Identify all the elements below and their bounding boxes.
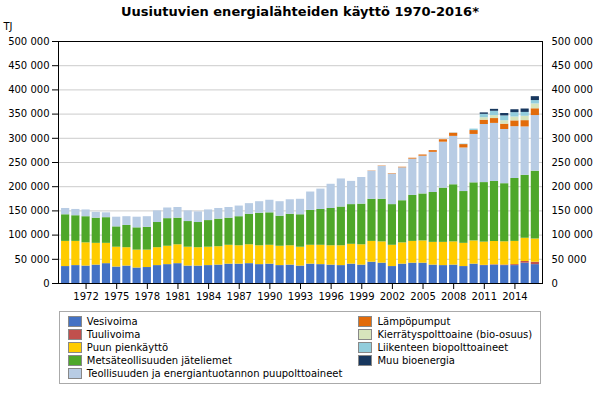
svg-text:1972: 1972 [73,291,98,302]
svg-text:450 000: 450 000 [8,60,49,71]
svg-text:1978: 1978 [135,291,160,302]
html-text:Tuulivoima: Tuulivoima [86,329,141,340]
svg-text:TJ: TJ [3,21,13,32]
svg-text:2005: 2005 [410,291,435,302]
svg-text:400 000: 400 000 [8,84,49,95]
svg-text:500 000: 500 000 [552,36,593,47]
svg-text:1975: 1975 [104,291,129,302]
svg-text:500 000: 500 000 [8,36,49,47]
svg-text:350 000: 350 000 [552,108,593,119]
svg-text:150 000: 150 000 [8,205,49,216]
html-text:Lämpöpumput: Lämpöpumput [377,316,451,327]
svg-text:2011: 2011 [472,291,497,302]
svg-text:1993: 1993 [288,291,313,302]
svg-text:1984: 1984 [196,291,221,302]
svg-text:200 000: 200 000 [8,181,49,192]
svg-text:1981: 1981 [165,291,190,302]
svg-text:300 000: 300 000 [8,133,49,144]
svg-text:50 000: 50 000 [15,254,50,265]
svg-text:400 000: 400 000 [552,84,593,95]
html-text:Uusiutuvien energialähteiden k: Uusiutuvien energialähteiden käyttö 1970… [121,4,479,19]
svg-text:1999: 1999 [349,291,374,302]
html-text:Teollisuuden ja energiantuotan: Teollisuuden ja energiantuotannon puupol… [86,368,343,379]
svg-text:0: 0 [43,278,49,289]
html-text:Metsäteollisuuden jäteliemet: Metsäteollisuuden jäteliemet [86,355,232,366]
html-text:Muu bioenergia: Muu bioenergia [377,355,455,366]
svg-text:2014: 2014 [502,291,527,302]
svg-text:1987: 1987 [227,291,252,302]
svg-text:1990: 1990 [257,291,282,302]
svg-text:100 000: 100 000 [552,229,593,240]
html-text:Liikenteen biopolttoaineet: Liikenteen biopolttoaineet [377,342,509,353]
svg-text:200 000: 200 000 [552,181,593,192]
svg-text:50 000: 50 000 [552,254,587,265]
svg-text:300 000: 300 000 [552,133,593,144]
svg-text:350 000: 350 000 [8,108,49,119]
svg-text:450 000: 450 000 [552,60,593,71]
html-text:Vesivoima: Vesivoima [86,316,138,327]
svg-text:100 000: 100 000 [8,229,49,240]
svg-text:2008: 2008 [441,291,466,302]
svg-text:250 000: 250 000 [8,157,49,168]
svg-text:250 000: 250 000 [552,157,593,168]
svg-text:150 000: 150 000 [552,205,593,216]
svg-text:2002: 2002 [380,291,405,302]
svg-text:1996: 1996 [318,291,343,302]
html-text:Puun pienkäyttö: Puun pienkäyttö [86,342,169,353]
html-text:Kierrätyspolttoaine (bio-osuus: Kierrätyspolttoaine (bio-osuus) [377,329,533,340]
svg-text:0: 0 [552,278,558,289]
